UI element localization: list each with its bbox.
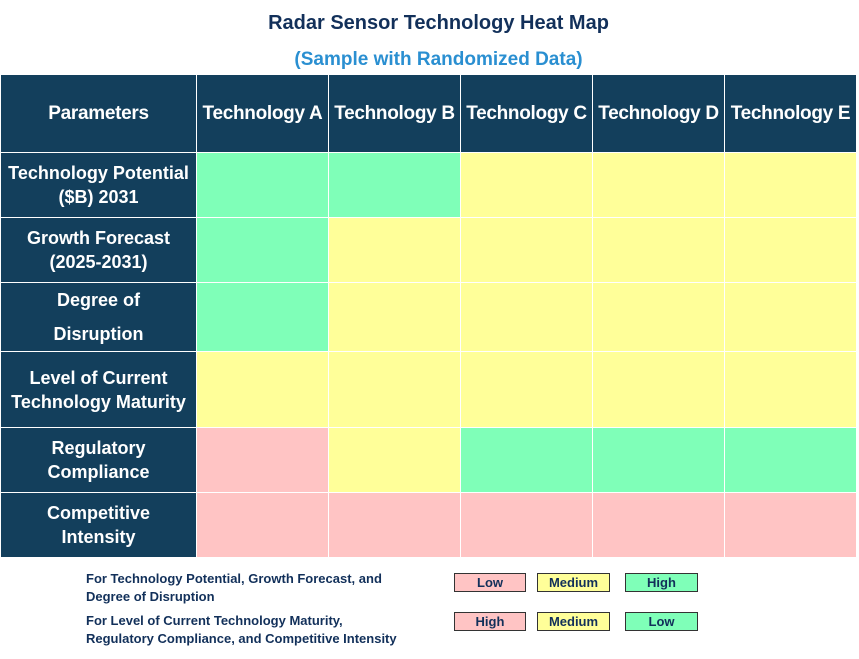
row-header: Technology Potential ($B) 2031 [0, 152, 197, 218]
table-row: Competitive Intensity [0, 492, 857, 558]
column-header: Technology A [196, 74, 329, 153]
chart-title: Radar Sensor Technology Heat Map [268, 12, 609, 34]
heat-cell-low [460, 492, 593, 558]
header-row: Parameters Technology A Technology B Tec… [0, 74, 857, 153]
row-header: Growth Forecast (2025-2031) [0, 217, 197, 283]
heatmap-table: Parameters Technology A Technology B Tec… [0, 74, 857, 558]
heatmap-body: Technology Potential ($B) 2031 Growth Fore… [0, 152, 857, 558]
table-row: Level of Current Technology Maturity [0, 351, 857, 428]
legend-box-high: High [625, 573, 698, 592]
legend-text-line: Degree of Disruption [86, 589, 215, 604]
heat-cell-low [592, 492, 725, 558]
legend-text-line: Regulatory Compliance, and Competitive I… [86, 631, 397, 646]
heat-cell-medium [592, 217, 725, 283]
heat-cell-medium [328, 217, 461, 283]
legend-text-1: For Technology Potential, Growth Forecas… [86, 570, 382, 606]
legend-box-medium: Medium [537, 612, 610, 631]
row-header-line: Technology Potential [8, 163, 189, 183]
heat-cell-medium [592, 282, 725, 352]
corner-header: Parameters [0, 74, 197, 153]
heat-cell-high [196, 282, 329, 352]
heat-cell-medium [460, 282, 593, 352]
row-header-line: Competitive [46, 503, 151, 523]
column-header: Technology C [460, 74, 593, 153]
row-header-line: Level of Current [29, 367, 168, 388]
heat-cell-medium [724, 282, 857, 352]
chart-subtitle: (Sample with Randomized Data) [294, 49, 583, 70]
row-header: Competitive Intensity [0, 492, 197, 558]
heat-cell-high [460, 427, 593, 493]
heat-cell-medium [460, 351, 593, 428]
heat-cell-low [196, 427, 329, 493]
heat-cell-medium [592, 351, 725, 428]
row-header-line: Intensity [61, 527, 136, 547]
legend-box-medium: Medium [537, 573, 610, 592]
row-header-line: Disruption [53, 324, 144, 344]
heat-cell-medium [328, 351, 461, 428]
heat-cell-high [196, 217, 329, 283]
row-header-line: Compliance [47, 462, 150, 482]
heat-cell-high [196, 152, 329, 218]
table-row: Regulatory Compliance [0, 427, 857, 493]
heat-cell-medium [328, 282, 461, 352]
heat-cell-medium [460, 152, 593, 218]
table-row: Degree of Disruption [0, 282, 857, 352]
heat-cell-medium [724, 351, 857, 428]
heat-cell-low [328, 492, 461, 558]
row-header-line: Growth Forecast [26, 228, 171, 248]
column-header: Technology B [328, 74, 461, 153]
legend-text-line: For Level of Current Technology Maturity… [86, 613, 343, 628]
heat-cell-high [328, 152, 461, 218]
heat-cell-medium [724, 217, 857, 283]
legend-box-low: Low [454, 573, 526, 592]
legend-text-line: For Technology Potential, Growth Forecas… [86, 571, 382, 586]
heat-cell-low [196, 492, 329, 558]
row-header-line: Degree of [56, 290, 141, 310]
row-header: Regulatory Compliance [0, 427, 197, 493]
column-header: Technology E [724, 74, 857, 153]
heat-cell-high [592, 427, 725, 493]
table-row: Growth Forecast (2025-2031) [0, 217, 857, 283]
row-header-line: ($B) 2031 [58, 187, 139, 207]
heat-cell-medium [328, 427, 461, 493]
row-header-line: Technology Maturity [11, 391, 186, 412]
table-row: Technology Potential ($B) 2031 [0, 152, 857, 218]
legend-text-2: For Level of Current Technology Maturity… [86, 612, 397, 648]
heat-cell-medium [196, 351, 329, 428]
heat-cell-medium [460, 217, 593, 283]
heat-cell-high [724, 427, 857, 493]
row-header: Level of Current Technology Maturity [0, 351, 197, 428]
heat-cell-low [724, 492, 857, 558]
heat-cell-medium [724, 152, 857, 218]
legend-box-low: Low [625, 612, 698, 631]
row-header-line: Regulatory [51, 438, 146, 458]
row-header: Degree of Disruption [0, 282, 197, 352]
legend-box-high: High [454, 612, 526, 631]
column-header: Technology D [592, 74, 725, 153]
row-header-line: (2025-2031) [49, 252, 148, 272]
heat-cell-medium [592, 152, 725, 218]
